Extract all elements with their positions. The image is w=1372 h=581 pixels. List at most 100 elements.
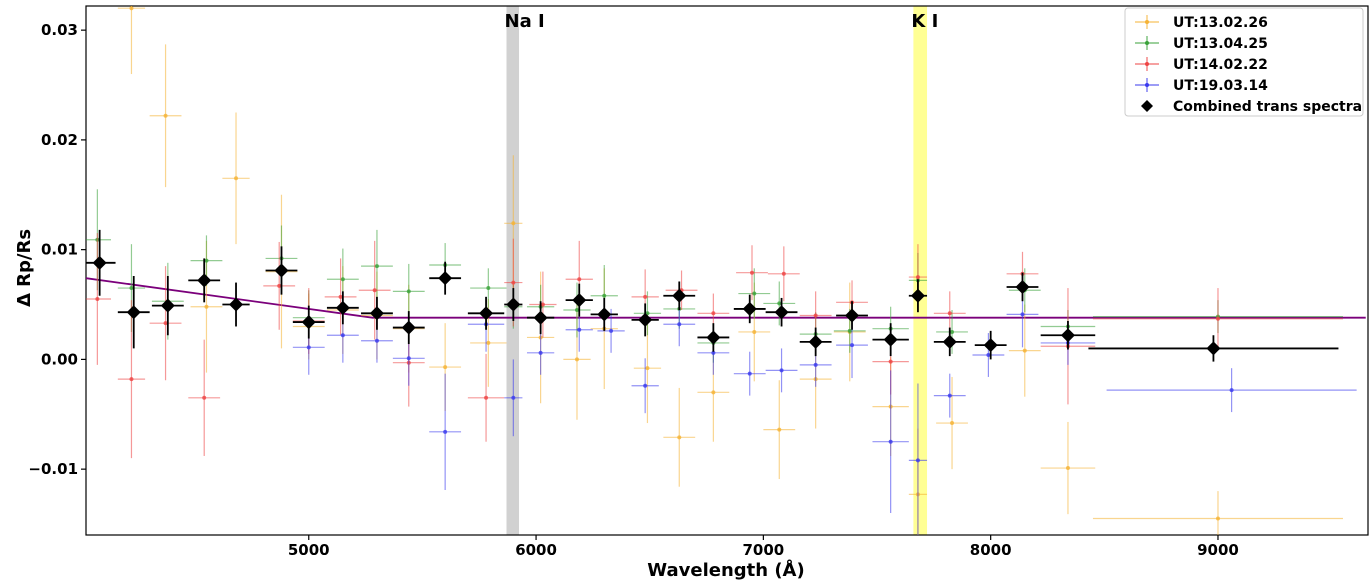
- data-point: [706, 330, 721, 345]
- data-point: [609, 328, 614, 333]
- data-point: [511, 395, 516, 400]
- data-point: [163, 321, 168, 326]
- data-point: [577, 277, 582, 282]
- data-point: [163, 113, 168, 118]
- data-point: [438, 271, 453, 286]
- data-point: [574, 357, 579, 362]
- data-point: [372, 288, 377, 293]
- data-point: [910, 288, 925, 303]
- data-point: [808, 334, 823, 349]
- data-point: [677, 435, 682, 440]
- x-tick-label: 8000: [970, 541, 1012, 559]
- y-tick-label: 0.00: [41, 350, 78, 368]
- model-fit-line: [85, 277, 1366, 319]
- series-2: [86, 233, 1343, 459]
- legend-label: UT:13.04.25: [1173, 36, 1268, 52]
- legend-marker-dot: [1145, 41, 1149, 45]
- data-point: [274, 263, 289, 278]
- data-point: [1015, 279, 1030, 294]
- legend-marker: [1141, 100, 1153, 112]
- data-point: [915, 275, 920, 280]
- legend: UT:13.02.26 UT:13.04.25 UT:14.02.22 UT:19.0…: [1124, 7, 1364, 117]
- data-point: [511, 221, 516, 226]
- data-point: [638, 312, 653, 327]
- data-point: [947, 393, 952, 398]
- data-point: [774, 305, 789, 320]
- data-point: [574, 308, 579, 313]
- data-point: [942, 334, 957, 349]
- data-point: [711, 390, 716, 395]
- data-point: [338, 294, 343, 299]
- data-point: [1020, 312, 1025, 317]
- band-label-k-i: K I: [911, 11, 938, 32]
- data-point: [711, 311, 716, 316]
- data-point: [1229, 388, 1234, 393]
- data-point: [747, 371, 752, 376]
- data-point: [540, 302, 545, 307]
- legend-box: [1124, 7, 1364, 117]
- data-point: [443, 365, 448, 370]
- data-point: [340, 333, 345, 338]
- legend-marker-dot: [1145, 20, 1149, 24]
- data-point: [1065, 466, 1070, 471]
- y-tick-label: 0.02: [41, 131, 78, 149]
- y-tick-label: 0.03: [41, 21, 78, 39]
- x-axis-label: Wavelength (Å): [647, 558, 804, 581]
- data-point: [643, 294, 648, 299]
- data-point: [374, 338, 379, 343]
- data-point: [335, 300, 350, 315]
- data-point: [129, 286, 134, 291]
- data-point: [677, 322, 682, 327]
- x-tick-label: 5000: [288, 541, 330, 559]
- model-layer: [85, 277, 1366, 319]
- data-point: [986, 353, 991, 358]
- data-point: [888, 439, 893, 444]
- data-point: [479, 306, 494, 321]
- data-point: [301, 315, 316, 330]
- data-point: [234, 176, 239, 181]
- data-point: [742, 301, 757, 316]
- plot-frame: [85, 5, 1369, 536]
- data-point: [229, 297, 244, 312]
- data-point: [752, 329, 757, 334]
- data-point: [572, 293, 587, 308]
- ticks-layer: 5000 6000 7000 8000 9000 −0.01 0.00 0.01 0.02 0.0…: [28, 21, 1238, 559]
- legend-marker-dot: [1145, 83, 1149, 87]
- data-point: [443, 429, 448, 434]
- data-point: [883, 332, 898, 347]
- data-point: [92, 255, 107, 270]
- data-point: [947, 311, 952, 316]
- data-point: [813, 362, 818, 367]
- data-point: [204, 304, 209, 309]
- data-point: [1215, 316, 1220, 321]
- data-point: [845, 308, 860, 323]
- data-point: [850, 343, 855, 348]
- data-point: [129, 6, 134, 11]
- legend-label: Combined trans spectra: [1173, 99, 1362, 115]
- band-label-na-i: Na I: [505, 11, 545, 32]
- data-point: [204, 258, 209, 263]
- data-point: [369, 306, 384, 321]
- data-point: [777, 301, 782, 306]
- data-point: [597, 307, 612, 322]
- data-point: [1215, 516, 1220, 521]
- y-tick-label: −0.01: [28, 460, 78, 478]
- x-tick-label: 6000: [515, 541, 557, 559]
- data-point: [1022, 348, 1027, 353]
- data-point: [306, 345, 311, 350]
- data-point: [1060, 328, 1075, 343]
- data-point: [577, 327, 582, 332]
- series-4: [86, 229, 1339, 362]
- data-point: [95, 297, 100, 302]
- data-point: [401, 320, 416, 335]
- data-point: [486, 340, 491, 345]
- band-k-i: [913, 6, 928, 535]
- data-point: [847, 328, 852, 333]
- series-3: [292, 281, 1357, 535]
- data-point: [813, 313, 818, 318]
- series-layer: [86, 6, 1357, 535]
- data-point: [160, 298, 175, 313]
- data-point: [197, 273, 212, 288]
- data-point: [777, 427, 782, 432]
